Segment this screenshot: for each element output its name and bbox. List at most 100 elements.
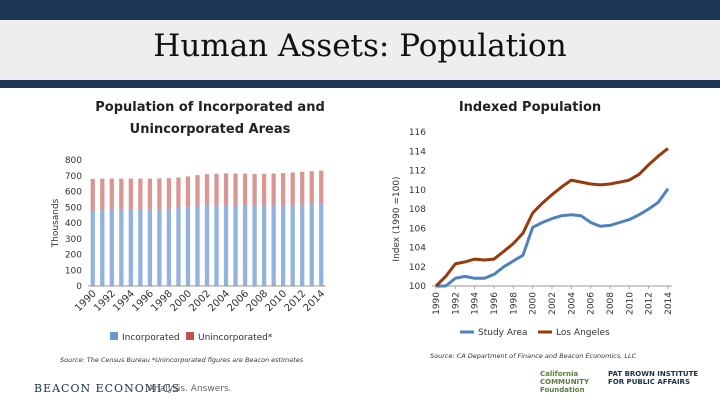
- right-x-tick-label: 2000: [529, 292, 539, 315]
- left-y-tick-label: 600: [65, 188, 82, 198]
- unincorporated-bar: [157, 178, 162, 209]
- right-y-tick-label: 108: [409, 205, 426, 215]
- legend-los-angeles-label: Los Angeles: [556, 328, 610, 338]
- title-band: [0, 20, 720, 80]
- right-y-tick-label: 116: [409, 128, 426, 138]
- right-x-tick-label: 1996: [490, 292, 500, 315]
- left-source-note: Source: The Census Bureau *Unincorporate…: [60, 356, 304, 364]
- left-chart-title-line1: Population of Incorporated and: [95, 100, 325, 115]
- incorporated-bar: [319, 203, 324, 286]
- unincorporated-bar: [204, 174, 210, 206]
- unincorporated-bar: [281, 173, 286, 206]
- left-y-tick-label: 400: [65, 219, 82, 229]
- california-community-foundation-logo: California COMMUNITY Foundation: [540, 370, 590, 394]
- incorporated-bar: [281, 205, 286, 286]
- incorporated-bar: [109, 209, 114, 286]
- incorporated-bar: [214, 205, 219, 286]
- incorporated-bar: [138, 209, 143, 286]
- right-x-tick-label: 1998: [509, 292, 519, 315]
- right-y-axis-label: Index (1990 =100): [392, 176, 402, 261]
- right-chart-title: Indexed Population: [458, 100, 602, 115]
- study-area-line: [436, 187, 670, 288]
- left-chart-title-line2: Unincorporated Areas: [129, 122, 291, 137]
- incorporated-bar: [100, 210, 105, 286]
- legend-unincorporated-swatch: [186, 332, 194, 340]
- unincorporated-bar: [109, 178, 114, 210]
- unincorporated-bar: [214, 173, 219, 206]
- right-x-tick-label: 1990: [432, 292, 442, 315]
- incorporated-bar: [185, 207, 191, 286]
- right-y-tick-label: 112: [409, 167, 426, 177]
- incorporated-bar: [300, 204, 305, 286]
- right-y-tick-label: 100: [409, 282, 426, 292]
- unincorporated-bar: [242, 173, 248, 206]
- los-angeles-line: [434, 147, 669, 288]
- right-x-tick-label: 2010: [625, 292, 635, 315]
- unincorporated-bar: [90, 178, 95, 211]
- left-y-tick-label: 800: [65, 156, 82, 166]
- incorporated-bar: [223, 205, 229, 286]
- unincorporated-bar: [185, 176, 191, 208]
- right-x-tick-label: 2004: [567, 292, 577, 315]
- legend-unincorporated-label: Unincorporated*: [198, 333, 273, 343]
- unincorporated-bar: [271, 173, 276, 206]
- pat-brown-institute-logo: PAT BROWN INSTITUTE FOR PUBLIC AFFAIRS: [608, 370, 699, 386]
- right-y-tick-label: 114: [409, 147, 426, 157]
- unincorporated-bar: [128, 178, 133, 210]
- left-y-tick-label: 500: [65, 203, 82, 213]
- unincorporated-bar: [290, 172, 295, 205]
- unincorporated-bar: [300, 171, 305, 205]
- left-y-axis-label: Thousands: [51, 198, 61, 248]
- unincorporated-bar: [176, 177, 181, 209]
- incorporated-bar: [242, 205, 248, 286]
- legend-incorporated-swatch: [110, 332, 118, 340]
- left-y-tick-label: 200: [65, 251, 82, 261]
- incorporated-bar: [157, 208, 162, 286]
- right-x-tick-label: 1992: [451, 292, 461, 315]
- unincorporated-bar: [138, 178, 143, 210]
- unincorporated-bar: [252, 174, 257, 206]
- incorporated-bar: [271, 205, 276, 286]
- incorporated-bar: [252, 205, 257, 286]
- left-chart-title: Population of Incorporated and Unincorpo…: [70, 97, 350, 141]
- unincorporated-bar: [223, 173, 229, 206]
- right-y-tick-label: 102: [409, 263, 426, 273]
- unincorporated-bar: [233, 173, 238, 206]
- right-x-tick-label: 2008: [606, 292, 616, 315]
- tagline: Analysis. Answers.: [148, 384, 232, 394]
- unincorporated-bar: [261, 173, 267, 206]
- incorporated-bar: [119, 209, 124, 286]
- unincorporated-bar: [195, 175, 200, 207]
- right-x-tick-label: 2006: [587, 292, 597, 315]
- unincorporated-bar: [100, 178, 105, 211]
- unincorporated-bar: [166, 178, 172, 209]
- incorporated-bar: [195, 206, 200, 286]
- unincorporated-bar: [309, 171, 314, 205]
- unincorporated-bar: [119, 178, 124, 210]
- slide-title: Human Assets: Population: [153, 28, 567, 64]
- unincorporated-bar: [147, 178, 153, 210]
- legend-incorporated-label: Incorporated: [122, 333, 180, 343]
- right-y-tick-label: 110: [409, 186, 426, 196]
- legend-study-area-label: Study Area: [478, 328, 528, 338]
- incorporated-bar: [309, 204, 314, 286]
- incorporated-bar: [90, 210, 95, 286]
- incorporated-bar: [166, 208, 172, 286]
- right-y-tick-label: 104: [409, 244, 426, 254]
- incorporated-bar: [261, 205, 267, 286]
- right-x-tick-label: 1994: [471, 292, 481, 315]
- incorporated-bar: [147, 209, 153, 286]
- right-x-tick-label: 2002: [548, 292, 558, 315]
- incorporated-bar: [290, 204, 295, 286]
- left-y-tick-label: 700: [65, 172, 82, 182]
- left-y-tick-label: 100: [65, 266, 82, 276]
- unincorporated-bar: [319, 170, 324, 204]
- incorporated-bar: [176, 208, 181, 286]
- incorporated-bar: [128, 209, 133, 286]
- left-x-tick-label: 2014: [302, 288, 328, 314]
- incorporated-bar: [233, 205, 238, 286]
- right-y-tick-label: 106: [409, 224, 426, 234]
- incorporated-bar: [204, 205, 210, 286]
- left-y-tick-label: 0: [76, 282, 82, 292]
